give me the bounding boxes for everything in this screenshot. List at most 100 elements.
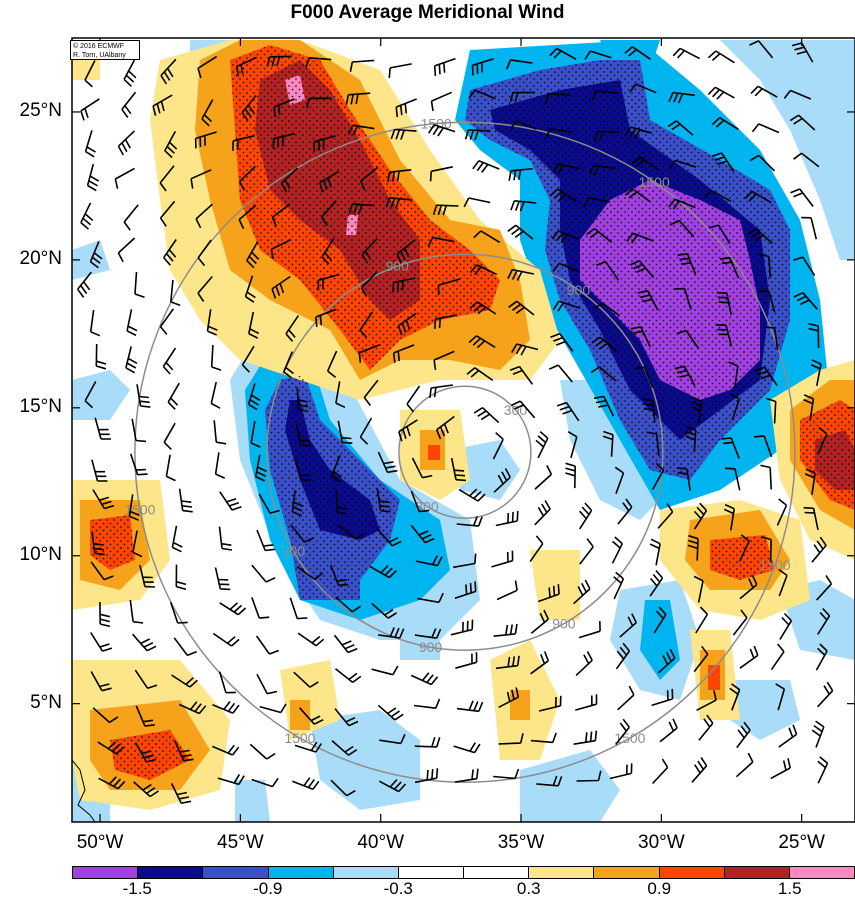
wind-barb — [732, 609, 748, 636]
wind-barb — [371, 602, 398, 619]
wind-barb — [429, 166, 453, 182]
wind-barb — [575, 694, 598, 711]
wind-barb — [77, 271, 92, 298]
wind-barb — [747, 228, 773, 245]
credit-line-2: R. Torn, UAlbany — [73, 52, 126, 59]
wind-barb — [92, 707, 119, 724]
wind-barb — [417, 592, 444, 604]
lat-label: 15°N — [19, 395, 62, 417]
ring-label: 300 — [415, 498, 439, 514]
wind-barb — [456, 516, 483, 527]
wind-barb — [711, 152, 735, 172]
wind-barb — [290, 524, 315, 543]
wind-barb — [693, 645, 709, 673]
wind-barb — [776, 498, 788, 526]
colorbar-label: -1.5 — [122, 879, 152, 898]
wind-barb — [617, 498, 633, 525]
wind-barb — [676, 329, 700, 350]
wind-barb — [693, 575, 704, 603]
wind-barb — [89, 241, 103, 269]
wind-barb — [123, 204, 139, 231]
wind-barb — [134, 669, 158, 690]
wind-barb — [567, 431, 578, 459]
wind-barb — [246, 241, 260, 269]
wind-barb — [256, 529, 276, 552]
wind-barb — [455, 652, 478, 669]
wind-barb — [573, 730, 598, 745]
wind-barb — [637, 290, 659, 311]
wind-barbs — [77, 40, 834, 804]
wind-barb — [238, 165, 256, 191]
wind-barb — [770, 758, 791, 780]
wind-barb — [530, 732, 557, 744]
wind-barb — [410, 672, 439, 686]
wind-barb — [84, 130, 96, 158]
wind-barb — [584, 50, 612, 60]
wind-barb — [378, 779, 407, 793]
wind-barb — [609, 763, 633, 780]
wind-barb — [195, 203, 213, 229]
wind-barb — [575, 651, 593, 676]
wind-barb — [206, 309, 218, 336]
wind-barb — [255, 635, 279, 655]
wind-barb — [458, 488, 486, 502]
wind-barb — [321, 237, 335, 265]
wind-barb — [729, 683, 741, 711]
colorbar-segment — [203, 867, 269, 878]
wind-barb — [744, 190, 772, 204]
colorbar-segment — [464, 867, 530, 878]
colorbar-label: 0.3 — [516, 879, 541, 898]
wind-barb — [435, 415, 455, 440]
wind-barb — [775, 683, 786, 711]
wind-barb — [170, 279, 181, 307]
wind-barb — [760, 464, 772, 490]
wind-barb — [334, 708, 359, 727]
lon-label: 40°W — [357, 832, 405, 853]
wind-barb — [167, 382, 180, 410]
wind-barb — [590, 366, 617, 382]
wind-barb — [454, 581, 477, 600]
wind-barb — [739, 575, 758, 600]
wind-barb — [232, 134, 255, 151]
wind-barb — [510, 200, 537, 212]
wind-barb — [750, 85, 778, 98]
wind-barb — [536, 775, 563, 787]
wind-barb — [413, 698, 441, 709]
wind-barb — [211, 744, 240, 756]
wind-barb — [250, 421, 261, 448]
wind-barb — [545, 128, 573, 139]
wind-barb — [335, 381, 346, 409]
wind-barb — [139, 565, 155, 588]
wind-barb — [626, 232, 654, 244]
colorbar-segment — [268, 867, 334, 878]
wind-barb — [801, 216, 818, 240]
wind-barb — [117, 237, 136, 263]
wind-barb — [552, 262, 580, 273]
wind-barb — [493, 623, 518, 637]
wind-barb — [659, 718, 678, 743]
wind-barb — [495, 655, 520, 670]
wind-barb — [296, 387, 309, 413]
ring-label: 1500 — [284, 730, 315, 746]
wind-barb — [613, 571, 625, 600]
wind-barb — [136, 384, 151, 408]
wind-barb — [674, 365, 696, 387]
lat-label: 5°N — [30, 691, 62, 713]
wind-barb — [90, 561, 114, 581]
wind-barb — [432, 204, 459, 216]
wind-barb — [359, 311, 374, 339]
wind-barb — [337, 420, 353, 444]
wind-barb — [251, 597, 270, 619]
wind-barb — [629, 259, 655, 279]
wind-barb — [593, 130, 620, 142]
wind-barb — [248, 311, 260, 339]
wind-barb — [163, 239, 177, 266]
wind-barb — [715, 324, 733, 347]
wind-barb — [178, 488, 193, 513]
wind-barb — [369, 565, 397, 579]
wind-barb — [212, 632, 240, 647]
wind-barb — [95, 343, 107, 370]
wind-barb — [573, 579, 591, 605]
lat-label: 20°N — [19, 247, 62, 269]
